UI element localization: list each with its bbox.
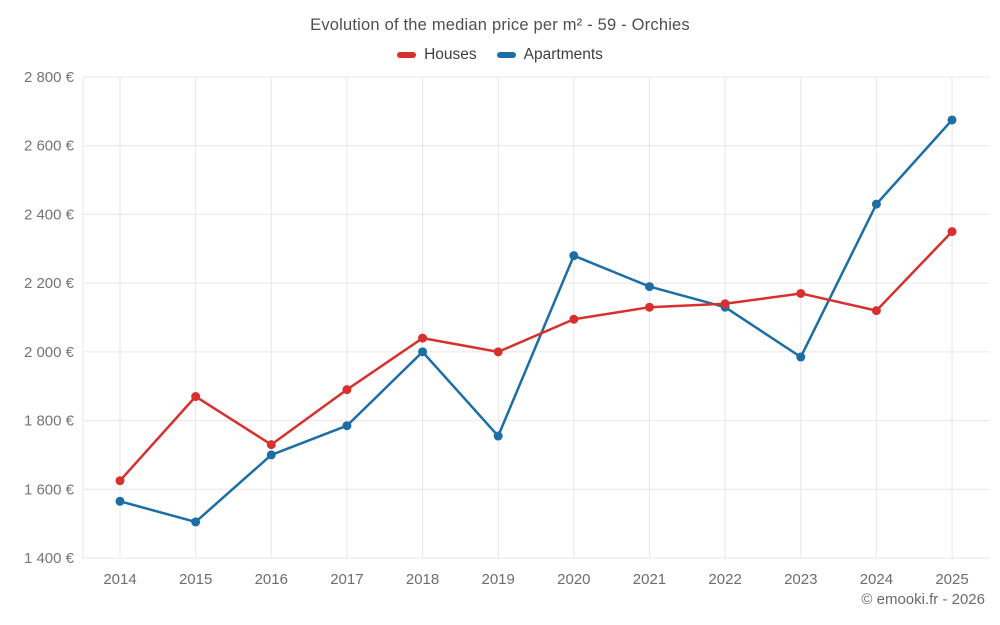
- y-tick-label: 2 400 €: [24, 206, 75, 223]
- apartments-swatch-icon: [496, 52, 516, 58]
- data-point-houses: [342, 385, 352, 395]
- legend: Houses Apartments: [0, 46, 1000, 64]
- data-point-houses: [569, 314, 579, 324]
- data-point-houses: [115, 476, 125, 486]
- legend-item-houses[interactable]: Houses: [397, 46, 477, 64]
- x-tick-label: 2018: [406, 571, 439, 588]
- y-tick-label: 2 000 €: [24, 344, 75, 361]
- x-tick-label: 2016: [255, 571, 288, 588]
- x-tick-label: 2020: [557, 571, 590, 588]
- series-line-houses: [118, 230, 954, 482]
- data-point-houses: [720, 299, 730, 309]
- data-point-houses: [871, 306, 881, 316]
- houses-swatch-icon: [397, 52, 417, 58]
- data-point-apartments: [569, 251, 579, 261]
- data-point-apartments: [796, 352, 806, 362]
- x-tick-label: 2015: [179, 571, 212, 588]
- data-point-apartments: [947, 115, 957, 125]
- data-point-apartments: [418, 347, 428, 357]
- data-point-apartments: [342, 421, 352, 431]
- data-point-apartments: [115, 496, 125, 506]
- y-tick-label: 1 400 €: [24, 550, 75, 567]
- x-tick-label: 2023: [784, 571, 817, 588]
- data-point-houses: [418, 333, 428, 343]
- data-point-houses: [644, 302, 654, 312]
- copyright-text: © emooki.fr - 2026: [861, 591, 985, 608]
- x-tick-label: 2014: [103, 571, 136, 588]
- data-point-houses: [266, 440, 276, 450]
- chart-title: Evolution of the median price per m² - 5…: [310, 16, 690, 34]
- y-tick-label: 1 600 €: [24, 481, 75, 498]
- data-point-apartments: [493, 431, 503, 441]
- y-tick-label: 2 800 €: [24, 69, 75, 86]
- legend-label-apartments: Apartments: [523, 46, 603, 63]
- data-point-apartments: [191, 517, 201, 527]
- x-tick-label: 2024: [860, 571, 893, 588]
- data-point-houses: [493, 347, 503, 357]
- x-tick-label: 2019: [482, 571, 515, 588]
- legend-item-apartments[interactable]: Apartments: [496, 46, 603, 64]
- series-line-apartments: [118, 118, 954, 524]
- x-tick-label: 2025: [935, 571, 968, 588]
- data-point-apartments: [644, 282, 654, 292]
- x-tick-label: 2022: [708, 571, 741, 588]
- data-point-apartments: [266, 450, 276, 460]
- legend-label-houses: Houses: [424, 46, 477, 63]
- y-tick-label: 2 600 €: [24, 138, 75, 155]
- y-tick-label: 2 200 €: [24, 275, 75, 292]
- x-tick-label: 2017: [330, 571, 363, 588]
- y-tick-label: 1 800 €: [24, 413, 75, 430]
- data-point-houses: [947, 227, 957, 237]
- data-point-houses: [191, 392, 201, 402]
- x-tick-label: 2021: [633, 571, 666, 588]
- data-point-houses: [796, 288, 806, 298]
- data-point-apartments: [871, 199, 881, 209]
